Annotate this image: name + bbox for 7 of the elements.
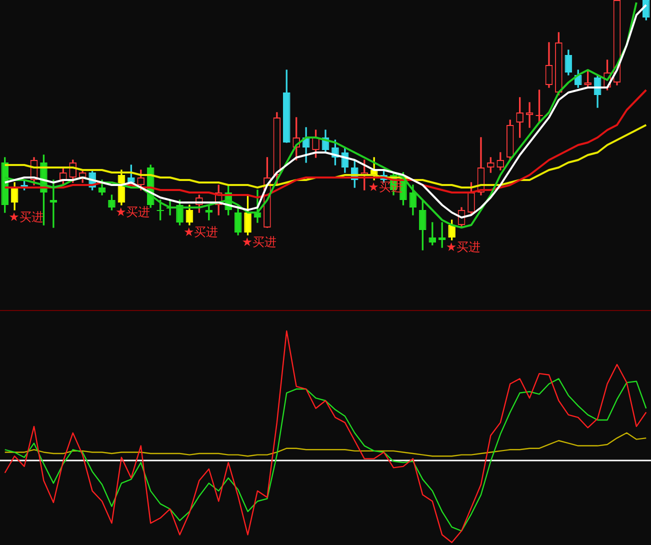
text: ★买进 bbox=[8, 210, 44, 224]
candlestick bbox=[526, 102, 534, 128]
text: ★买进 bbox=[242, 235, 277, 250]
text: ★买进 bbox=[183, 225, 218, 240]
text: ★买进 bbox=[115, 205, 150, 220]
candlestick bbox=[50, 180, 58, 228]
text: ★买进 bbox=[446, 240, 481, 254]
